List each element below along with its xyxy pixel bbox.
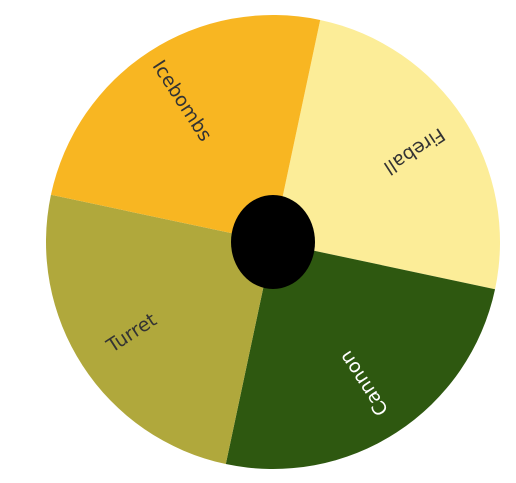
wheel-hub[interactable] [231, 195, 315, 289]
